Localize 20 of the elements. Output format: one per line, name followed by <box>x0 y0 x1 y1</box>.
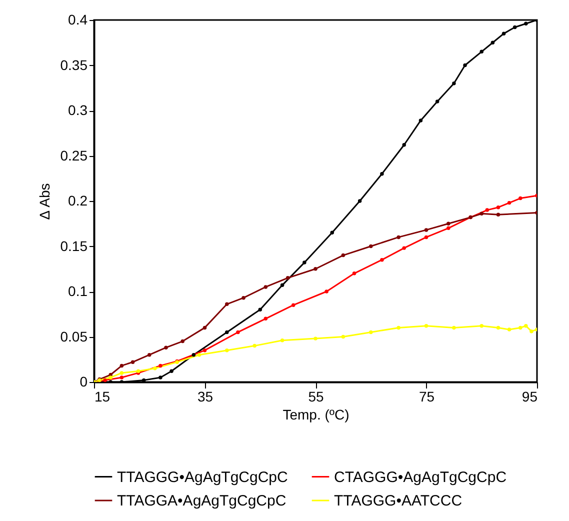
legend-label: TTAGGG•AgAgTgCgCpC <box>117 468 288 486</box>
x-tick-label: 95 <box>522 388 538 404</box>
y-tick-label: 0 <box>80 374 88 390</box>
x-tick-label: 55 <box>308 388 324 404</box>
x-axis-title: Temp. (ºC) <box>282 406 350 422</box>
x-tick-label: 35 <box>197 388 214 404</box>
y-tick-label: 0.35 <box>60 56 88 73</box>
legend-label: TTAGGA•AgAgTgCgCpC <box>117 492 286 510</box>
y-tick-label: 0.15 <box>60 238 88 254</box>
y-tick-label: 0.3 <box>68 102 88 118</box>
legend-label: TTAGGG•AATCCC <box>334 492 462 510</box>
y-tick-label: 0.05 <box>60 328 88 344</box>
y-tick-label: 0.2 <box>68 192 88 208</box>
y-tick-label: 0.25 <box>60 147 88 164</box>
y-axis-title: Δ Abs <box>36 183 52 220</box>
x-tick-label: 75 <box>418 388 435 404</box>
y-tick-label: 0.1 <box>68 283 88 299</box>
y-tick-label: 0.4 <box>68 12 88 28</box>
x-tick-label: 15 <box>94 388 110 404</box>
legend-label: CTAGGG•AgAgTgCgCpC <box>334 468 507 486</box>
